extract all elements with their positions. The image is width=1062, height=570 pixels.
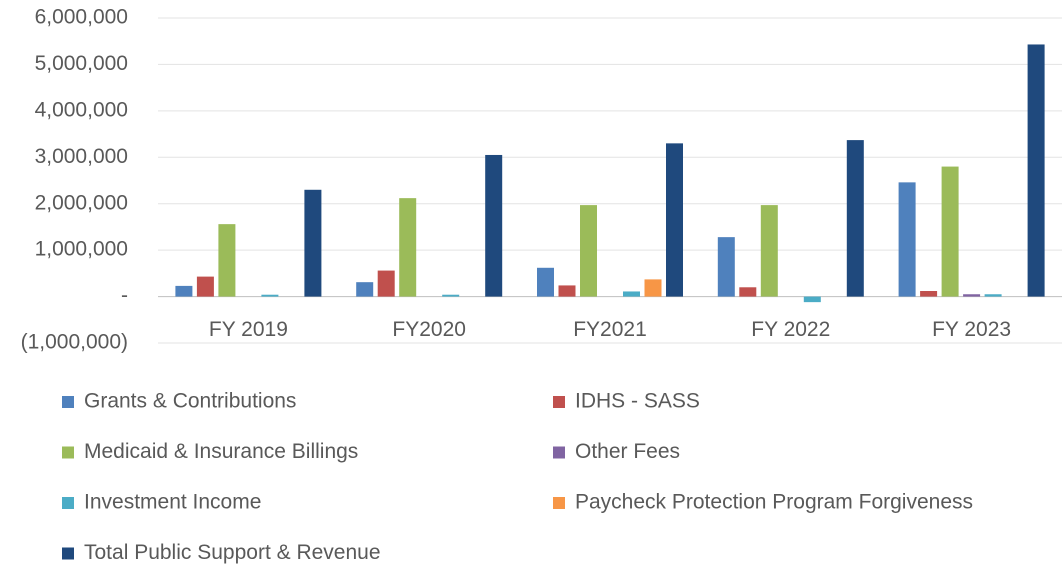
- x-tick-label: FY 2019: [209, 318, 288, 341]
- y-tick-label: -: [121, 284, 128, 307]
- legend-label: Total Public Support & Revenue: [84, 541, 381, 564]
- bar: [218, 224, 236, 297]
- bar: [623, 291, 640, 297]
- y-tick-label: 3,000,000: [35, 145, 128, 168]
- legend-label: Other Fees: [575, 440, 680, 463]
- x-tick-label: FY 2022: [751, 318, 830, 341]
- bar: [644, 279, 662, 297]
- bar: [261, 294, 279, 297]
- bar: [984, 294, 1002, 297]
- y-tick-label: 1,000,000: [35, 238, 128, 261]
- y-tick-label: (1,000,000): [21, 331, 128, 354]
- legend-swatch: [62, 547, 74, 560]
- bar: [846, 140, 864, 297]
- legend-swatch: [62, 446, 74, 459]
- bar: [760, 205, 778, 297]
- bar: [717, 237, 735, 297]
- y-tick-label: 6,000,000: [35, 6, 128, 29]
- bar: [963, 294, 981, 297]
- y-tick-label: 4,000,000: [35, 98, 128, 121]
- legend-label: Grants & Contributions: [84, 390, 296, 413]
- bar: [803, 296, 821, 303]
- legend-swatch: [553, 396, 565, 408]
- y-tick-label: 5,000,000: [35, 52, 128, 75]
- bar: [1027, 44, 1045, 297]
- bar: [196, 276, 214, 297]
- legend-label: Investment Income: [84, 491, 261, 514]
- bar: [920, 291, 938, 297]
- x-tick-label: FY2021: [573, 318, 647, 341]
- bar: [356, 282, 374, 297]
- bar: [941, 166, 959, 297]
- bar: [175, 285, 193, 297]
- bar: [377, 270, 395, 297]
- bar: [537, 267, 554, 297]
- bar: [898, 182, 916, 297]
- x-tick-label: FY2020: [392, 318, 466, 341]
- legend-swatch: [553, 446, 565, 459]
- bar: [739, 287, 757, 297]
- bar: [399, 198, 417, 297]
- bar: [558, 285, 576, 297]
- bar: [666, 143, 683, 297]
- legend-swatch: [62, 497, 74, 509]
- bar: [442, 294, 460, 297]
- bar: [304, 189, 322, 297]
- x-tick-label: FY 2023: [932, 318, 1011, 341]
- bar: [485, 154, 503, 297]
- bar: [580, 205, 597, 297]
- legend-swatch: [62, 396, 74, 408]
- y-tick-label: 2,000,000: [35, 191, 128, 214]
- legend-label: IDHS - SASS: [575, 390, 700, 413]
- legend-swatch: [553, 497, 565, 509]
- legend-label: Paycheck Protection Program Forgiveness: [575, 491, 973, 514]
- legend-label: Medicaid & Insurance Billings: [84, 440, 358, 463]
